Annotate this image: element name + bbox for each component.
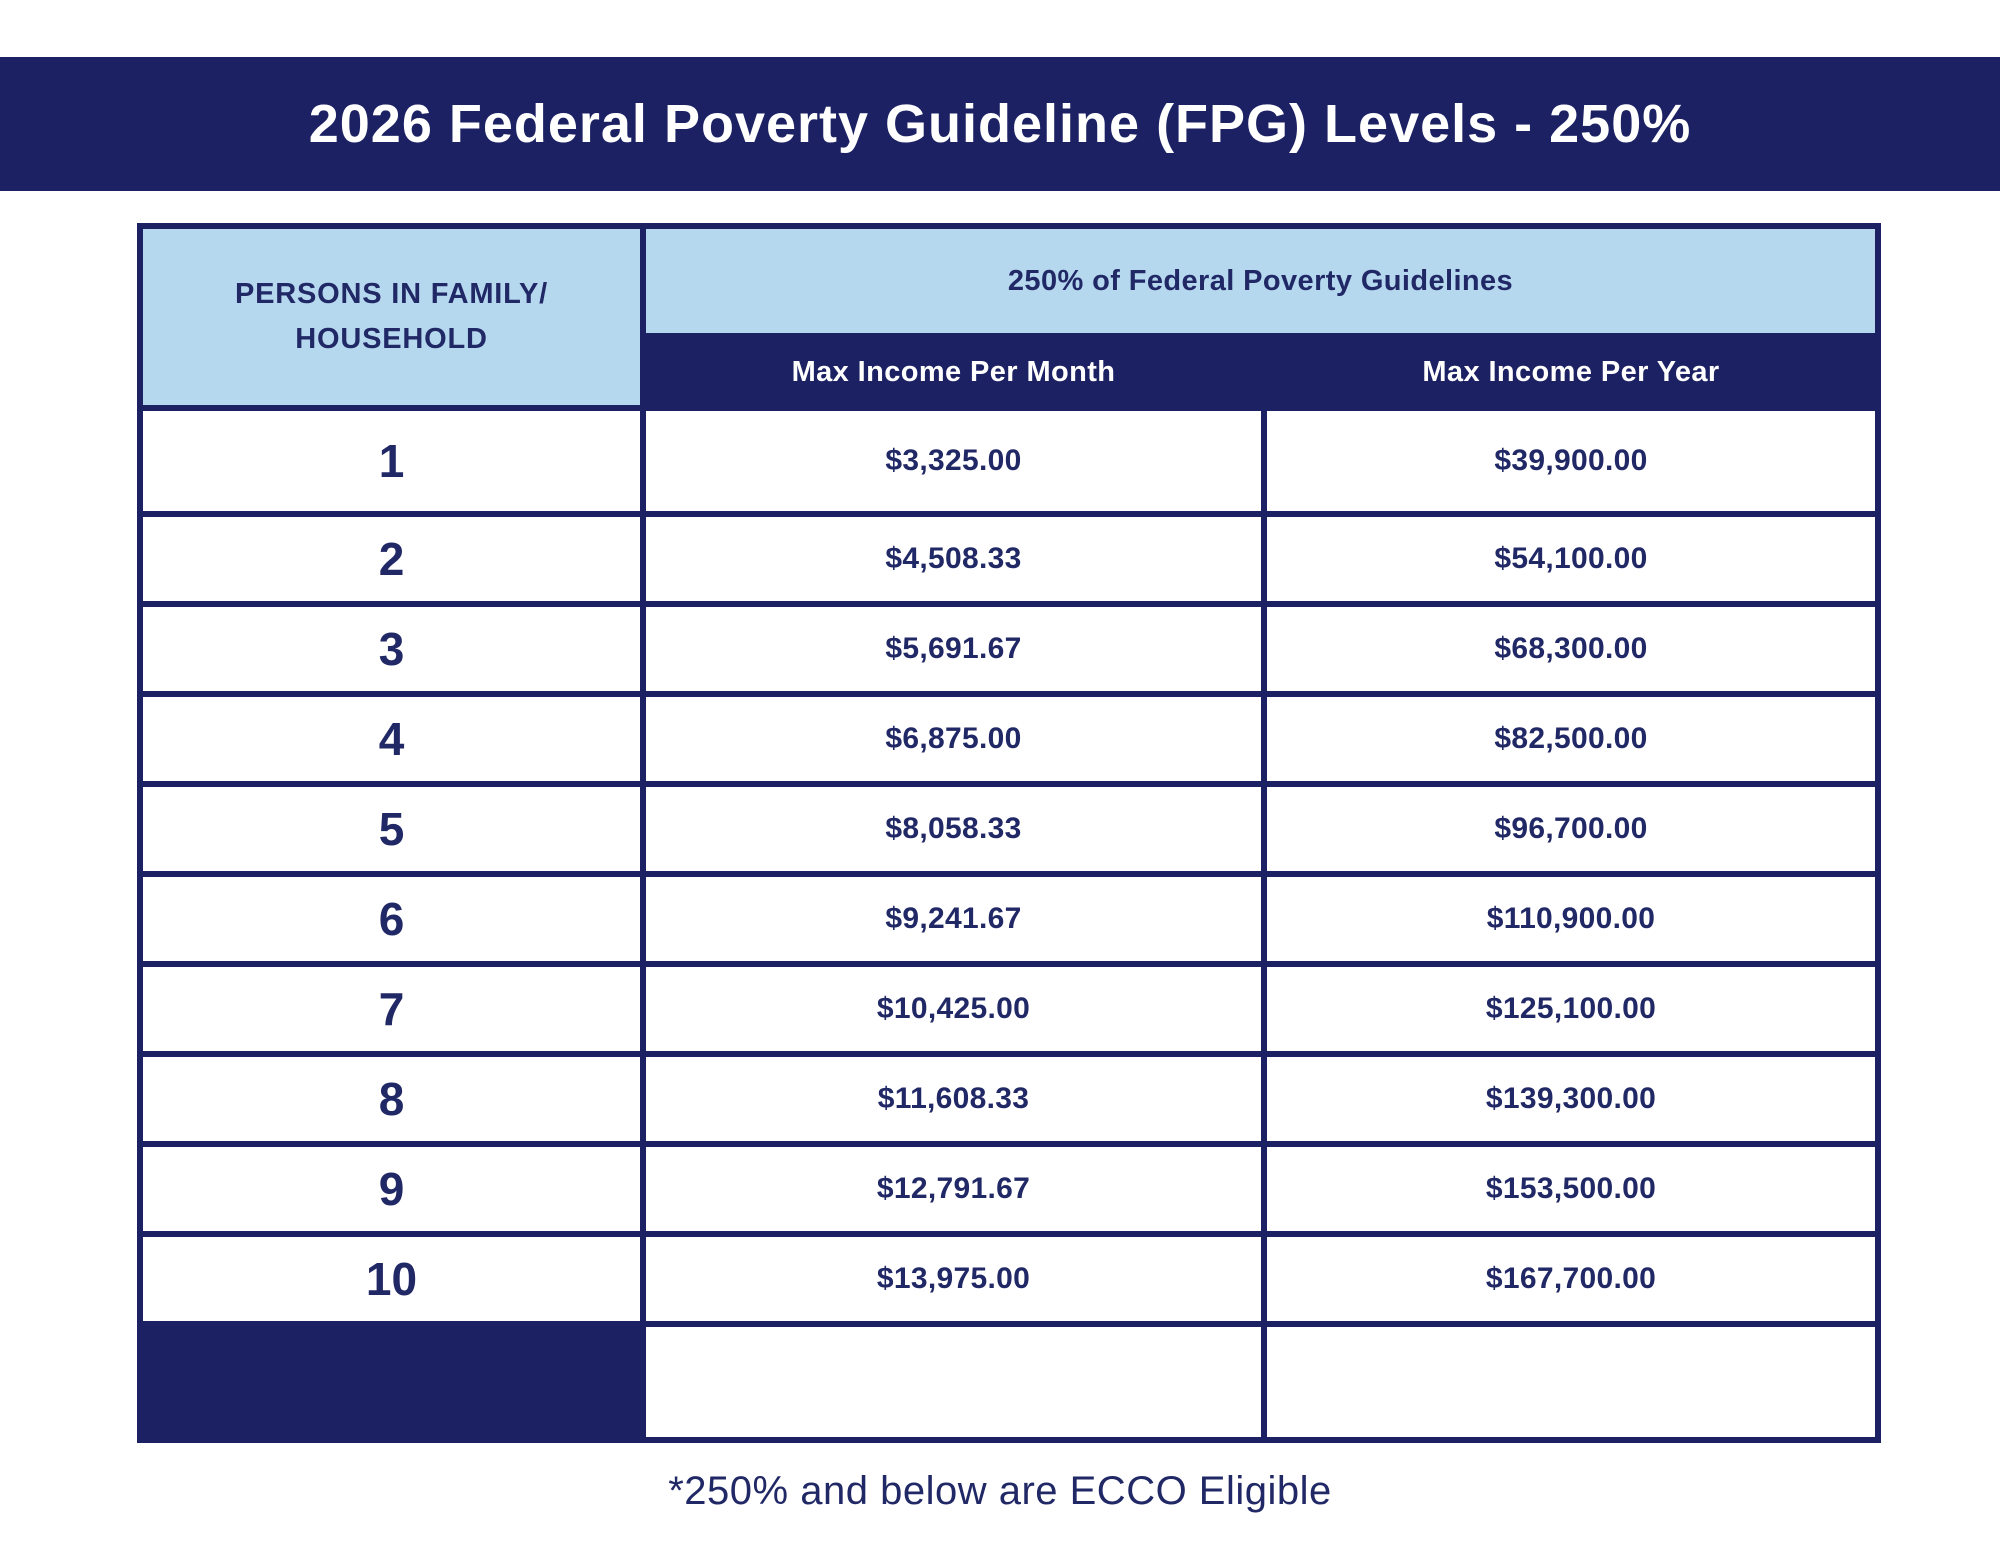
persons-header-line2: HOUSEHOLD xyxy=(295,323,488,355)
persons-cell: 5 xyxy=(143,787,640,871)
persons-cell: 9 xyxy=(143,1147,640,1231)
persons-cell: 10 xyxy=(143,1237,640,1321)
monthly-income-cell: $4,508.33 xyxy=(646,517,1261,601)
persons-cell: 8 xyxy=(143,1057,640,1141)
persons-cell: 2 xyxy=(143,517,640,601)
empty-cell xyxy=(1267,1327,1875,1437)
persons-cell: 1 xyxy=(143,411,640,511)
title-banner: 2026 Federal Poverty Guideline (FPG) Lev… xyxy=(0,57,2000,191)
monthly-income-cell: $11,608.33 xyxy=(646,1057,1261,1141)
page-title: 2026 Federal Poverty Guideline (FPG) Lev… xyxy=(308,94,1692,154)
persons-cell: 6 xyxy=(143,877,640,961)
yearly-income-cell: $125,100.00 xyxy=(1267,967,1875,1051)
monthly-income-cell: $8,058.33 xyxy=(646,787,1261,871)
persons-cell: 4 xyxy=(143,697,640,781)
yearly-income-cell: $54,100.00 xyxy=(1267,517,1875,601)
monthly-income-cell: $13,975.00 xyxy=(646,1237,1261,1321)
monthly-income-cell: $3,325.00 xyxy=(646,411,1261,511)
monthly-income-cell: $12,791.67 xyxy=(646,1147,1261,1231)
yearly-income-cell: $139,300.00 xyxy=(1267,1057,1875,1141)
persons-cell: 3 xyxy=(143,607,640,691)
month-header-cell: Max Income Per Month xyxy=(646,339,1261,405)
yearly-income-cell: $110,900.00 xyxy=(1267,877,1875,961)
yearly-income-cell: $153,500.00 xyxy=(1267,1147,1875,1231)
monthly-income-cell: $10,425.00 xyxy=(646,967,1261,1051)
persons-cell: 7 xyxy=(143,967,640,1051)
yearly-income-cell: $82,500.00 xyxy=(1267,697,1875,781)
eligibility-note: *250% and below are ECCO Eligible xyxy=(668,1468,1332,1513)
empty-navy-cell xyxy=(143,1327,640,1437)
monthly-income-cell: $6,875.00 xyxy=(646,697,1261,781)
monthly-income-cell: $5,691.67 xyxy=(646,607,1261,691)
year-header-cell: Max Income Per Year xyxy=(1267,339,1875,405)
yearly-income-cell: $68,300.00 xyxy=(1267,607,1875,691)
fpg-table: PERSONS IN FAMILY/ HOUSEHOLD 250% of Fed… xyxy=(137,223,1881,1443)
empty-cell xyxy=(646,1327,1261,1437)
yearly-income-cell: $167,700.00 xyxy=(1267,1237,1875,1321)
persons-header-line1: PERSONS IN FAMILY/ xyxy=(234,278,549,311)
monthly-income-cell: $9,241.67 xyxy=(646,877,1261,961)
yearly-income-cell: $39,900.00 xyxy=(1267,411,1875,511)
group-header-cell: 250% of Federal Poverty Guidelines xyxy=(646,229,1875,333)
persons-header-cell: PERSONS IN FAMILY/ HOUSEHOLD xyxy=(143,229,640,405)
yearly-income-cell: $96,700.00 xyxy=(1267,787,1875,871)
